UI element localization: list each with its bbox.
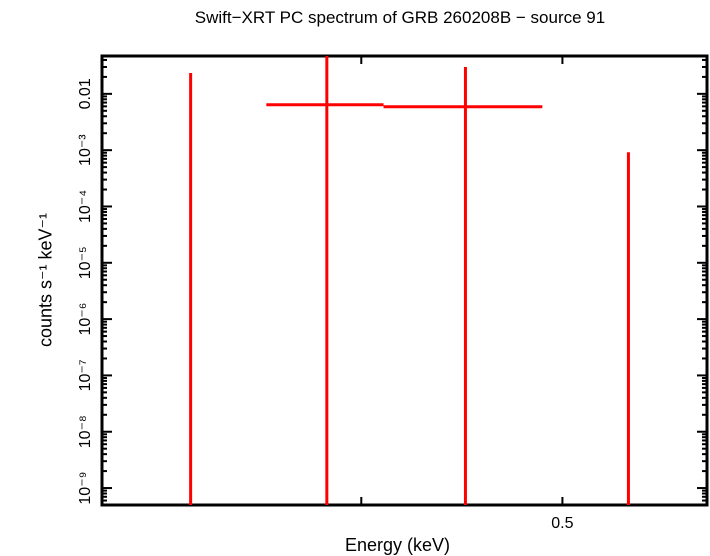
y-tick-label: 10⁻⁵ <box>77 246 94 279</box>
x-axis-label: Energy (keV) <box>345 535 451 555</box>
y-tick-label: 10⁻⁷ <box>77 359 94 391</box>
y-tick-label: 10⁻⁴ <box>77 190 94 223</box>
y-tick-label: 10⁻³ <box>77 134 94 166</box>
plot-frame <box>100 54 709 507</box>
y-tick-label: 10⁻⁸ <box>77 415 94 448</box>
y-tick-label: 10⁻⁹ <box>77 472 94 505</box>
y-axis-label: counts s⁻¹ keV⁻¹ <box>35 212 56 348</box>
x-tick-label: 0.5 <box>551 515 573 532</box>
y-tick-label: 10⁻⁶ <box>77 303 94 336</box>
y-tick-label: 0.01 <box>77 78 94 109</box>
chart-title: Swift−XRT PC spectrum of GRB 260208B − s… <box>194 8 606 27</box>
